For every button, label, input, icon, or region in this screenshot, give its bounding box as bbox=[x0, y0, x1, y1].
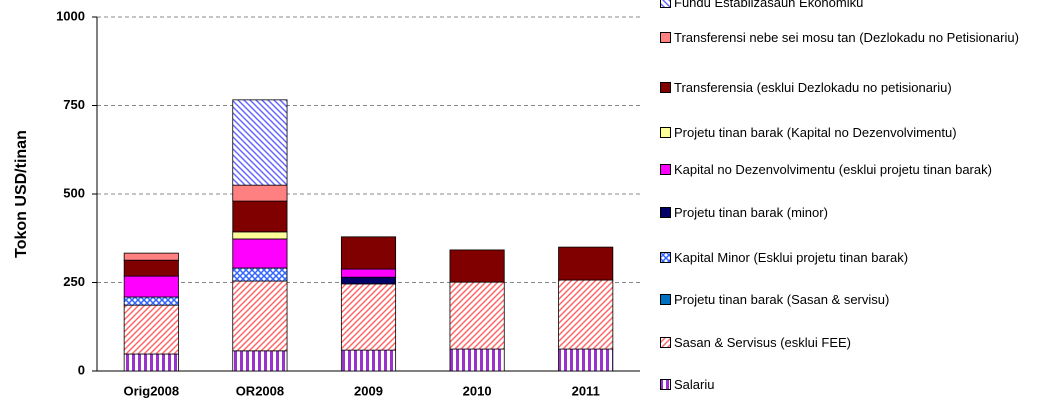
bar-segment bbox=[123, 296, 179, 306]
bar-segment bbox=[123, 259, 179, 277]
legend-label: Projetu tinan barak (Sasan & servisu) bbox=[674, 292, 890, 307]
bar-segment bbox=[449, 249, 505, 283]
bar-segment bbox=[232, 238, 288, 269]
bar-segment bbox=[340, 283, 397, 351]
legend-item: Projetu tinan barak (Sasan & servisu) bbox=[660, 292, 889, 307]
bar-segment bbox=[558, 246, 614, 281]
legend-label: Transferensi nebe sei mosu tan (Dezlokad… bbox=[674, 30, 1019, 45]
bar-segment bbox=[123, 275, 179, 298]
bar-segment bbox=[232, 200, 288, 233]
legend-swatch bbox=[660, 294, 671, 305]
legend-item: Projetu tinan barak (minor) bbox=[660, 205, 828, 220]
legend-item: Salariu bbox=[660, 377, 714, 392]
legend-swatch bbox=[660, 379, 671, 390]
y-tick-label: 0 bbox=[78, 362, 85, 377]
legend-swatch bbox=[660, 82, 671, 93]
x-tick-label: OR2008 bbox=[236, 383, 284, 398]
legend-label: Sasan & Servisus (esklui FEE) bbox=[674, 335, 852, 350]
y-tick-label: 1000 bbox=[56, 8, 85, 23]
bar-segment bbox=[232, 99, 288, 186]
bar-segment bbox=[449, 281, 505, 350]
x-tick-label: 2010 bbox=[463, 383, 492, 398]
bar-segment bbox=[340, 276, 397, 285]
x-tick-label: Orig2008 bbox=[123, 383, 179, 398]
legend-label: Transferensia (esklui Dezlokadu no petis… bbox=[674, 80, 952, 95]
legend-swatch bbox=[660, 127, 671, 138]
bar-segment bbox=[232, 280, 288, 352]
legend-item: Kapital Minor (Esklui projetu tinan bara… bbox=[660, 250, 908, 265]
legend-swatch bbox=[660, 207, 671, 218]
bar-segment bbox=[340, 268, 397, 278]
legend-item: Kapital no Dezenvolvimentu (esklui proje… bbox=[660, 162, 992, 177]
bar-segment bbox=[123, 304, 179, 355]
bar-segment bbox=[232, 267, 288, 282]
bar-segment bbox=[558, 348, 614, 372]
legend-label: Kapital no Dezenvolvimentu (esklui proje… bbox=[674, 162, 992, 177]
y-tick-label: 750 bbox=[63, 97, 85, 112]
chart: Tokon USD/tinan 0 250 500 750 1000 Orig2008 OR… bbox=[13, 8, 640, 398]
legend-swatch bbox=[660, 0, 671, 8]
bar-segment bbox=[558, 279, 614, 350]
bar-segment bbox=[232, 184, 288, 202]
bar-segment bbox=[449, 348, 505, 372]
legend-item: Transferensi nebe sei mosu tan (Dezlokad… bbox=[660, 30, 1019, 45]
legend-swatch bbox=[660, 164, 671, 175]
legend-item: Fundu Establizasaun Ekonomiku bbox=[660, 0, 863, 10]
x-tick-label: 2009 bbox=[354, 383, 383, 398]
bar-segment bbox=[340, 349, 397, 372]
legend-item: Sasan & Servisus (esklui FEE) bbox=[660, 335, 851, 350]
y-axis-label: Tokon USD/tinan bbox=[13, 130, 30, 258]
bar-segment bbox=[123, 353, 179, 372]
x-tick-label: 2011 bbox=[572, 383, 600, 398]
legend-item: Transferensia (esklui Dezlokadu no petis… bbox=[660, 80, 952, 95]
legend-label: Fundu Establizasaun Ekonomiku bbox=[674, 0, 864, 10]
legend-label: Kapital Minor (Esklui projetu tinan bara… bbox=[674, 250, 909, 265]
legend-label: Projetu tinan barak (minor) bbox=[674, 205, 828, 220]
legend-item: Projetu tinan barak (Kapital no Dezenvol… bbox=[660, 125, 957, 140]
legend-swatch bbox=[660, 32, 671, 43]
bar-segment bbox=[340, 236, 397, 270]
legend-label: Projetu tinan barak (Kapital no Dezenvol… bbox=[674, 125, 957, 140]
legend-swatch bbox=[660, 337, 671, 348]
bar-segment bbox=[123, 252, 179, 261]
bar-segment bbox=[232, 350, 288, 372]
y-tick-label: 250 bbox=[63, 274, 85, 289]
y-tick-label: 500 bbox=[63, 185, 85, 200]
legend-label: Salariu bbox=[674, 377, 715, 392]
legend-swatch bbox=[660, 252, 671, 263]
bar-segment bbox=[232, 231, 288, 240]
